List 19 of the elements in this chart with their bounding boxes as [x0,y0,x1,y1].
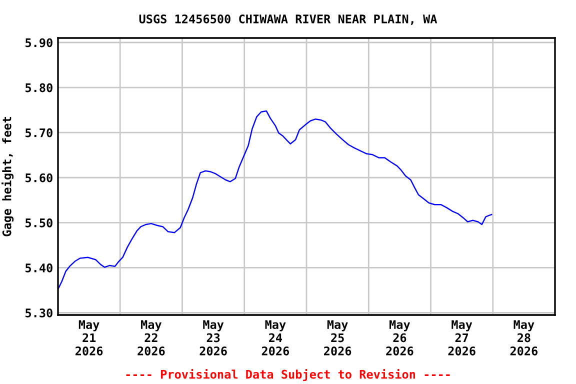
line-series [58,110,492,290]
text: ---- Provisional Data Subject to Revision ---- [126,368,450,382]
y-tick-label: 5.90 [26,38,52,48]
y-tick-label: 5.30 [26,308,52,318]
chart-title: USGS 12456500 CHIWAWA RIVER NEAR PLAIN, WA [139,14,438,25]
x-tick-label: May 24 2026 [262,320,290,356]
y-tick-label: 5.40 [26,263,52,272]
x-tick-label: May 28 2026 [510,320,538,356]
x-tick-label: May 23 2026 [200,320,227,356]
x-tick-label: May 25 2026 [324,320,352,356]
y-tick-label: 5.60 [26,173,52,182]
y-tick-label: 5.50 [26,218,52,228]
x-tick-label: May 27 2026 [448,320,476,356]
y-tick-label: 5.80 [26,83,52,92]
y-tick-label: 5.70 [26,128,52,138]
y-axis-title: Gage height, feet [2,117,14,236]
x-tick-label: May 26 2026 [386,320,414,356]
x-tick-label: May 22 2026 [138,320,165,356]
x-tick-label: May 21 2026 [76,320,103,356]
